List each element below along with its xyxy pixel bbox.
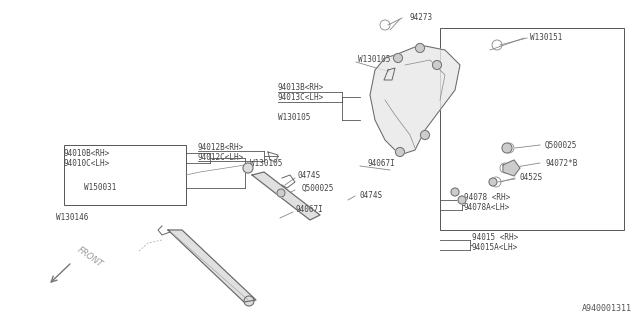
Text: 0452S: 0452S (520, 172, 543, 181)
Circle shape (394, 53, 403, 62)
Circle shape (502, 143, 512, 153)
Text: 94273: 94273 (410, 13, 433, 22)
Text: 94067I: 94067I (296, 205, 324, 214)
Polygon shape (252, 172, 320, 220)
Text: 94078 <RH>: 94078 <RH> (464, 193, 510, 202)
Text: 94067I: 94067I (368, 158, 396, 167)
Text: W150031: W150031 (84, 183, 116, 193)
Polygon shape (503, 160, 520, 176)
Polygon shape (370, 45, 460, 155)
Text: 94012C<LH>: 94012C<LH> (198, 153, 244, 162)
Circle shape (244, 296, 254, 306)
Text: W130105: W130105 (250, 158, 282, 167)
Text: Q500025: Q500025 (302, 183, 334, 193)
Text: 0474S: 0474S (298, 171, 321, 180)
Text: 94015A<LH>: 94015A<LH> (472, 244, 518, 252)
Polygon shape (168, 230, 256, 302)
Text: Q500025: Q500025 (545, 140, 577, 149)
Bar (440, 28, 624, 230)
Text: W130105: W130105 (278, 114, 310, 123)
Circle shape (451, 188, 459, 196)
Circle shape (433, 60, 442, 69)
Circle shape (458, 196, 466, 204)
Text: W130146: W130146 (56, 213, 88, 222)
Circle shape (420, 131, 429, 140)
Text: 94078A<LH>: 94078A<LH> (464, 203, 510, 212)
Circle shape (396, 148, 404, 156)
Bar (64, 145, 186, 205)
Text: 0474S: 0474S (360, 190, 383, 199)
Text: A940001311: A940001311 (582, 304, 632, 313)
Text: W130151: W130151 (530, 34, 563, 43)
Text: 94013B<RH>: 94013B<RH> (278, 84, 324, 92)
Text: 94013C<LH>: 94013C<LH> (278, 93, 324, 102)
Text: W130105: W130105 (358, 55, 390, 65)
Text: 94010B<RH>: 94010B<RH> (64, 148, 110, 157)
Circle shape (415, 44, 424, 52)
Circle shape (243, 163, 253, 173)
Circle shape (277, 189, 285, 197)
Text: 94012B<RH>: 94012B<RH> (198, 142, 244, 151)
Circle shape (489, 178, 497, 186)
Text: 94015 <RH>: 94015 <RH> (472, 234, 518, 243)
Text: 94010C<LH>: 94010C<LH> (64, 158, 110, 167)
Text: FRONT: FRONT (76, 245, 105, 269)
Text: 94072*B: 94072*B (545, 158, 577, 167)
